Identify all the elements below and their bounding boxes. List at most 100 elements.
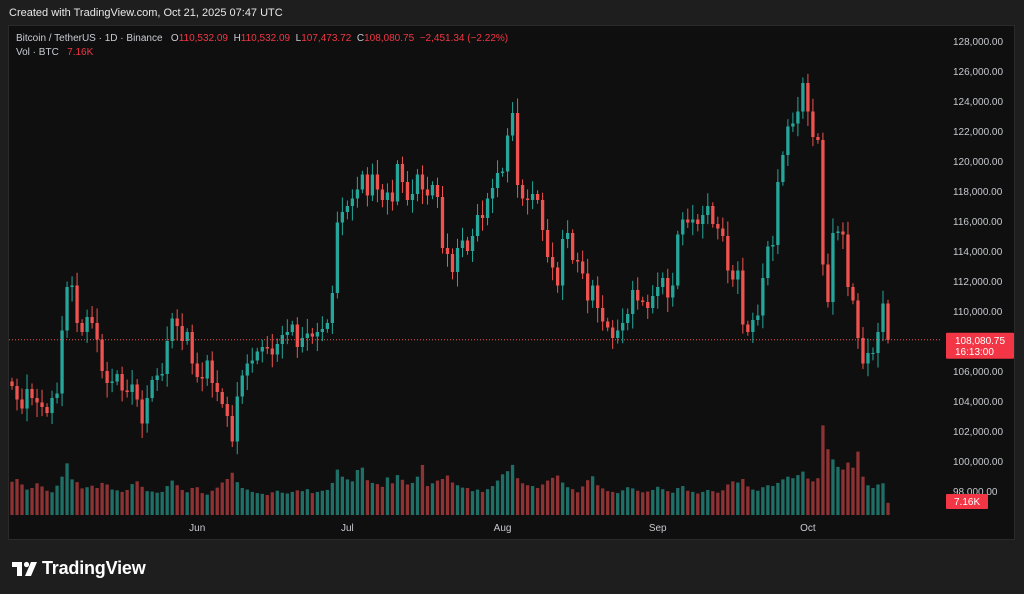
candle-body xyxy=(160,374,164,376)
candle-body xyxy=(95,323,99,340)
candle-body xyxy=(806,83,810,112)
candle-body xyxy=(230,416,234,442)
y-tick-label: 98,000.00 xyxy=(953,487,998,498)
volume-bar xyxy=(355,470,360,515)
candle-body xyxy=(631,290,635,314)
candle-body xyxy=(205,360,209,379)
volume-bar xyxy=(285,493,289,515)
candle-body xyxy=(440,197,445,248)
price-tag xyxy=(946,332,1014,359)
candle-body xyxy=(666,278,670,298)
legend-close-label: C xyxy=(356,33,365,44)
volume-bar xyxy=(250,491,254,515)
candle-body xyxy=(450,254,455,272)
volume-bar xyxy=(125,489,129,515)
candle-body xyxy=(520,185,525,199)
volume-bar xyxy=(215,487,219,515)
volume-bar xyxy=(696,493,700,515)
volume-bar xyxy=(130,484,134,515)
candle-body xyxy=(250,360,254,364)
candle-body xyxy=(851,287,855,301)
volume-bar xyxy=(170,480,174,515)
candle-body xyxy=(781,155,785,182)
candle-body xyxy=(115,374,119,382)
volume-bar xyxy=(35,483,39,515)
candle-body xyxy=(365,174,370,196)
candle-body xyxy=(716,224,720,229)
candle-body xyxy=(60,330,64,394)
volume-bar xyxy=(140,486,144,515)
volume-bar xyxy=(440,479,445,515)
candle-body xyxy=(455,248,460,272)
candle-body xyxy=(380,189,385,200)
candle-body xyxy=(220,392,224,404)
candle-body xyxy=(80,323,84,332)
volume-bar xyxy=(555,475,560,515)
candle-body xyxy=(330,293,335,323)
candle-body xyxy=(30,389,34,398)
volume-bar xyxy=(626,487,630,515)
volume-bar xyxy=(866,485,870,515)
candle-body xyxy=(75,285,79,323)
candle-body xyxy=(826,264,830,302)
volume-bar xyxy=(70,479,74,515)
candle-body xyxy=(65,287,69,331)
volume-bar xyxy=(856,451,860,515)
volume-bar xyxy=(340,476,345,515)
candle-body xyxy=(430,185,435,196)
candle-body xyxy=(35,398,39,403)
candle-body xyxy=(811,111,815,137)
candle-body xyxy=(85,317,89,332)
candle-body xyxy=(681,219,685,235)
y-tick-label: 102,000.00 xyxy=(953,427,1003,438)
x-tick-label: Oct xyxy=(800,523,816,534)
legend-open-label: O xyxy=(170,33,179,44)
volume-bar xyxy=(460,487,465,515)
candle-body xyxy=(515,113,520,185)
volume-bar xyxy=(75,482,79,515)
candle-body xyxy=(470,236,475,251)
volume-bar xyxy=(195,487,199,515)
volume-bar xyxy=(586,480,590,515)
volume-bar xyxy=(706,489,710,515)
volume-bar xyxy=(200,493,204,515)
volume-bar xyxy=(255,493,259,515)
candle-body xyxy=(766,246,770,278)
candle-body xyxy=(691,219,695,223)
volume-bar xyxy=(520,483,525,515)
candle-body xyxy=(170,318,174,341)
volume-bar xyxy=(681,486,685,515)
candle-body xyxy=(596,285,600,308)
candle-body xyxy=(175,318,179,326)
volume-bar xyxy=(475,489,480,515)
candle-body xyxy=(325,323,330,329)
volume-bar xyxy=(220,482,224,515)
tradingview-logo[interactable]: TradingView xyxy=(12,558,146,579)
volume-bar xyxy=(831,459,835,515)
volume-bar xyxy=(841,469,845,515)
volume-bar xyxy=(570,489,575,515)
candle-body xyxy=(530,194,535,200)
volume-bar xyxy=(315,491,320,515)
candle-body xyxy=(355,189,360,199)
volume-bar xyxy=(330,482,335,515)
volume-bar xyxy=(591,476,595,515)
candle-body xyxy=(761,278,765,316)
legend-symbol: Bitcoin / TetherUS · 1D · Binance xyxy=(16,33,163,44)
volume-bar xyxy=(656,486,660,515)
candle-body xyxy=(831,233,835,302)
y-tick-label: 128,000.00 xyxy=(953,37,1003,48)
volume-bar xyxy=(510,464,515,515)
volume-bar xyxy=(275,490,279,515)
candle-body xyxy=(706,206,710,215)
volume-bar xyxy=(500,474,505,515)
candle-body xyxy=(570,233,575,260)
candle-body xyxy=(505,135,510,172)
candle-body xyxy=(661,278,665,287)
volume-bar xyxy=(470,491,475,515)
x-tick-label: Sep xyxy=(649,523,667,534)
candle-body xyxy=(756,315,760,320)
candle-body xyxy=(45,407,49,413)
volume-bar xyxy=(560,482,565,515)
